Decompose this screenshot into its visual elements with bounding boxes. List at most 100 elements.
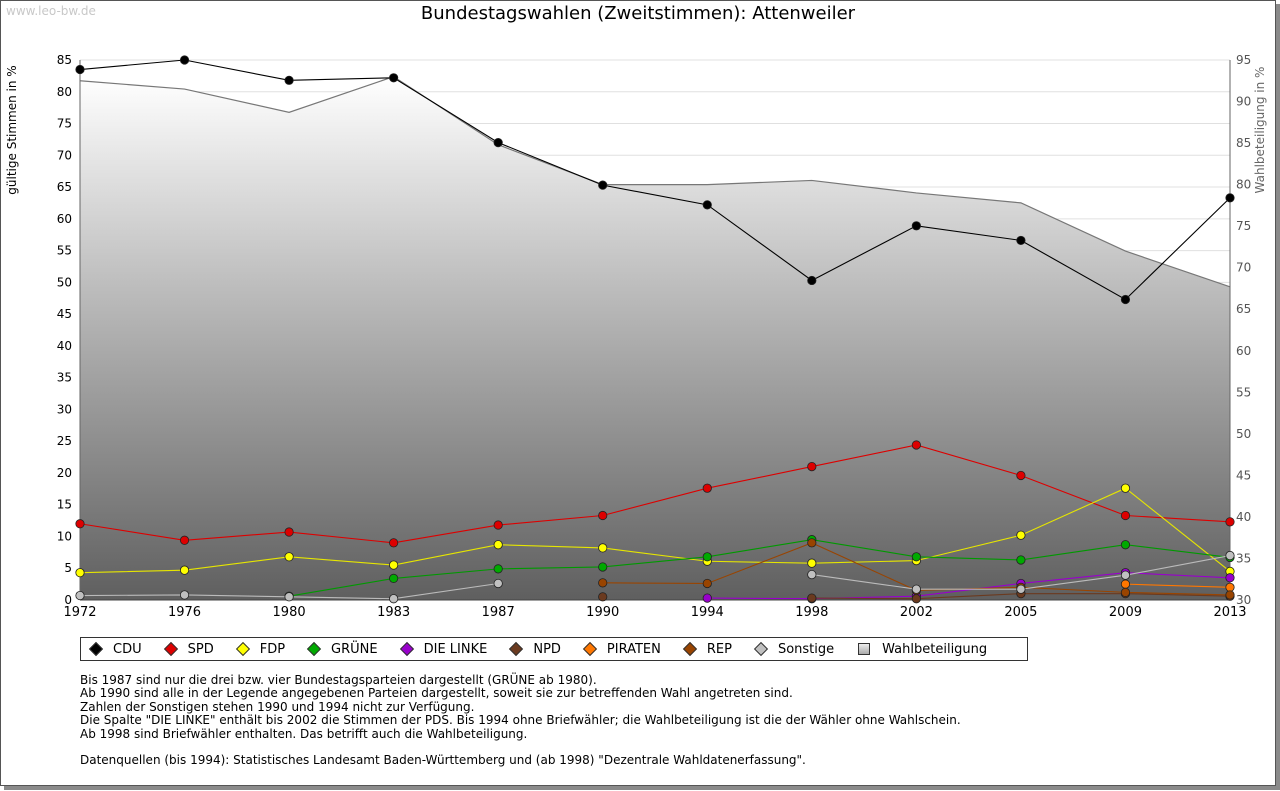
legend-item-rep: REP: [682, 641, 732, 657]
data-point-rep: [598, 578, 608, 588]
y-tick-label: 20: [57, 466, 72, 480]
legend-label: NPD: [533, 641, 561, 657]
y-tick-label: 0: [64, 593, 72, 607]
x-tick-label: 1972: [63, 605, 96, 620]
data-point-cdu: [598, 180, 608, 190]
data-point-spd: [179, 535, 190, 545]
legend-marker-icon: [753, 641, 769, 657]
y-tick-label: 30: [57, 402, 72, 416]
y2-tick-label: 30: [1236, 593, 1251, 607]
data-point-spd: [284, 527, 294, 537]
data-point-gr-ne: [493, 564, 503, 574]
legend-item-wahlbeteiligung: Wahlbeteiligung: [858, 642, 987, 657]
legend-marker-icon: [582, 641, 597, 657]
y-tick-label: 70: [57, 148, 72, 162]
turnout-area: [79, 75, 1231, 601]
data-point-cdu: [389, 73, 399, 83]
data-point-sonstige: [1225, 550, 1235, 561]
legend-label: PIRATEN: [606, 641, 661, 657]
legend-marker-icon: [509, 641, 524, 657]
footnotes: Bis 1987 sind nur die drei bzw. vier Bun…: [80, 673, 961, 768]
x-tick-label: 2002: [900, 605, 933, 620]
legend-item-piraten: PIRATEN: [582, 641, 661, 657]
legend-label: Sonstige: [777, 641, 835, 657]
y-tick-label: 10: [57, 529, 72, 543]
data-point-fdp: [179, 565, 190, 575]
data-point-gr-ne: [598, 562, 608, 572]
y2-tick-label: 60: [1236, 344, 1251, 358]
legend-item-sonstige: Sonstige: [753, 641, 835, 657]
y-tick-label: 35: [57, 371, 72, 385]
x-tick-label: 1983: [377, 605, 410, 620]
y-tick-label: 25: [57, 434, 72, 448]
data-point-sonstige: [807, 569, 817, 580]
legend-label: FDP: [259, 641, 286, 657]
legend-item-gruene: GRÜNE: [306, 641, 378, 657]
legend-label: DIE LINKE: [423, 641, 488, 657]
legend-label: REP: [706, 641, 732, 657]
y-tick-label: 15: [57, 498, 72, 512]
data-point-fdp: [389, 560, 399, 570]
data-point-cdu: [1225, 193, 1235, 203]
site-watermark: www.leo-bw.de: [6, 4, 96, 18]
data-point-rep: [1120, 587, 1131, 597]
data-point-cdu: [911, 221, 921, 231]
x-tick-label: 1980: [273, 605, 306, 620]
y2-tick-label: 90: [1236, 95, 1251, 109]
data-point-piraten: [1120, 579, 1131, 589]
x-tick-label: 2009: [1109, 605, 1142, 620]
series-line-cdu: [79, 59, 1231, 301]
data-point-sonstige: [284, 592, 294, 602]
data-point-gr-ne: [389, 573, 399, 584]
data-point-spd: [1016, 470, 1026, 481]
legend-label: Wahlbeteiligung: [882, 641, 988, 657]
data-point-fdp: [1120, 483, 1131, 493]
data-point-spd: [493, 520, 503, 530]
legend-marker-icon: [306, 641, 322, 657]
legend-item-spd: SPD: [163, 641, 214, 657]
data-point-spd: [702, 483, 712, 493]
axes: 0 5 10 15 20 25 30 35 40 45 50 55 60 65 70 75 80 85 30 35 40…: [57, 53, 1252, 620]
y-tick-label: 40: [57, 339, 72, 353]
series-line-fdp: [79, 487, 1231, 574]
legend-label: SPD: [187, 641, 214, 657]
y2-tick-label: 40: [1236, 510, 1251, 524]
footnote-line: Ab 1998 sind Briefwähler enthalten. Das …: [80, 726, 528, 741]
y2-tick-label: 35: [1236, 551, 1251, 565]
legend-item-cdu: CDU: [88, 641, 142, 657]
data-point-sonstige: [75, 590, 85, 601]
data-point-gr-ne: [1120, 540, 1131, 550]
y-tick-label: 45: [57, 307, 72, 321]
legend-item-npd: NPD: [509, 641, 561, 657]
data-point-cdu: [75, 64, 85, 75]
x-tick-label: 1998: [795, 605, 828, 620]
legend-marker-icon: [235, 641, 250, 657]
data-point-spd: [807, 461, 817, 472]
y-tick-label: 85: [57, 53, 72, 67]
data-source-line: Datenquellen (bis 1994): Statistisches L…: [80, 753, 806, 768]
y2-tick-label: 75: [1236, 219, 1251, 233]
data-point-rep: [1225, 590, 1235, 600]
data-point-cdu: [1016, 235, 1026, 246]
data-point-fdp: [284, 552, 294, 562]
y2-tick-label: 85: [1236, 136, 1251, 150]
data-point-rep: [702, 578, 712, 589]
data-point-cdu: [702, 200, 712, 210]
y-tick-label: 75: [57, 117, 72, 131]
legend-label: GRÜNE: [331, 641, 378, 657]
data-point-sonstige: [179, 590, 190, 600]
data-point-spd: [389, 538, 399, 548]
series-line-die-linke: [707, 572, 1231, 600]
footnote-line: Ab 1990 sind alle in der Legende angegeb…: [80, 686, 793, 701]
y-tick-label: 50: [57, 275, 72, 289]
data-point-cdu: [284, 75, 294, 85]
y2-tick-label: 80: [1236, 178, 1251, 192]
y-tick-label: 65: [57, 180, 72, 194]
legend-marker-icon: [682, 641, 697, 657]
y-tick-label: 55: [57, 244, 72, 258]
data-point-gr-ne: [1016, 555, 1026, 565]
turnout-line: [79, 75, 1231, 288]
x-tick-label: 1990: [586, 605, 619, 620]
legend-marker-icon: [88, 641, 104, 657]
